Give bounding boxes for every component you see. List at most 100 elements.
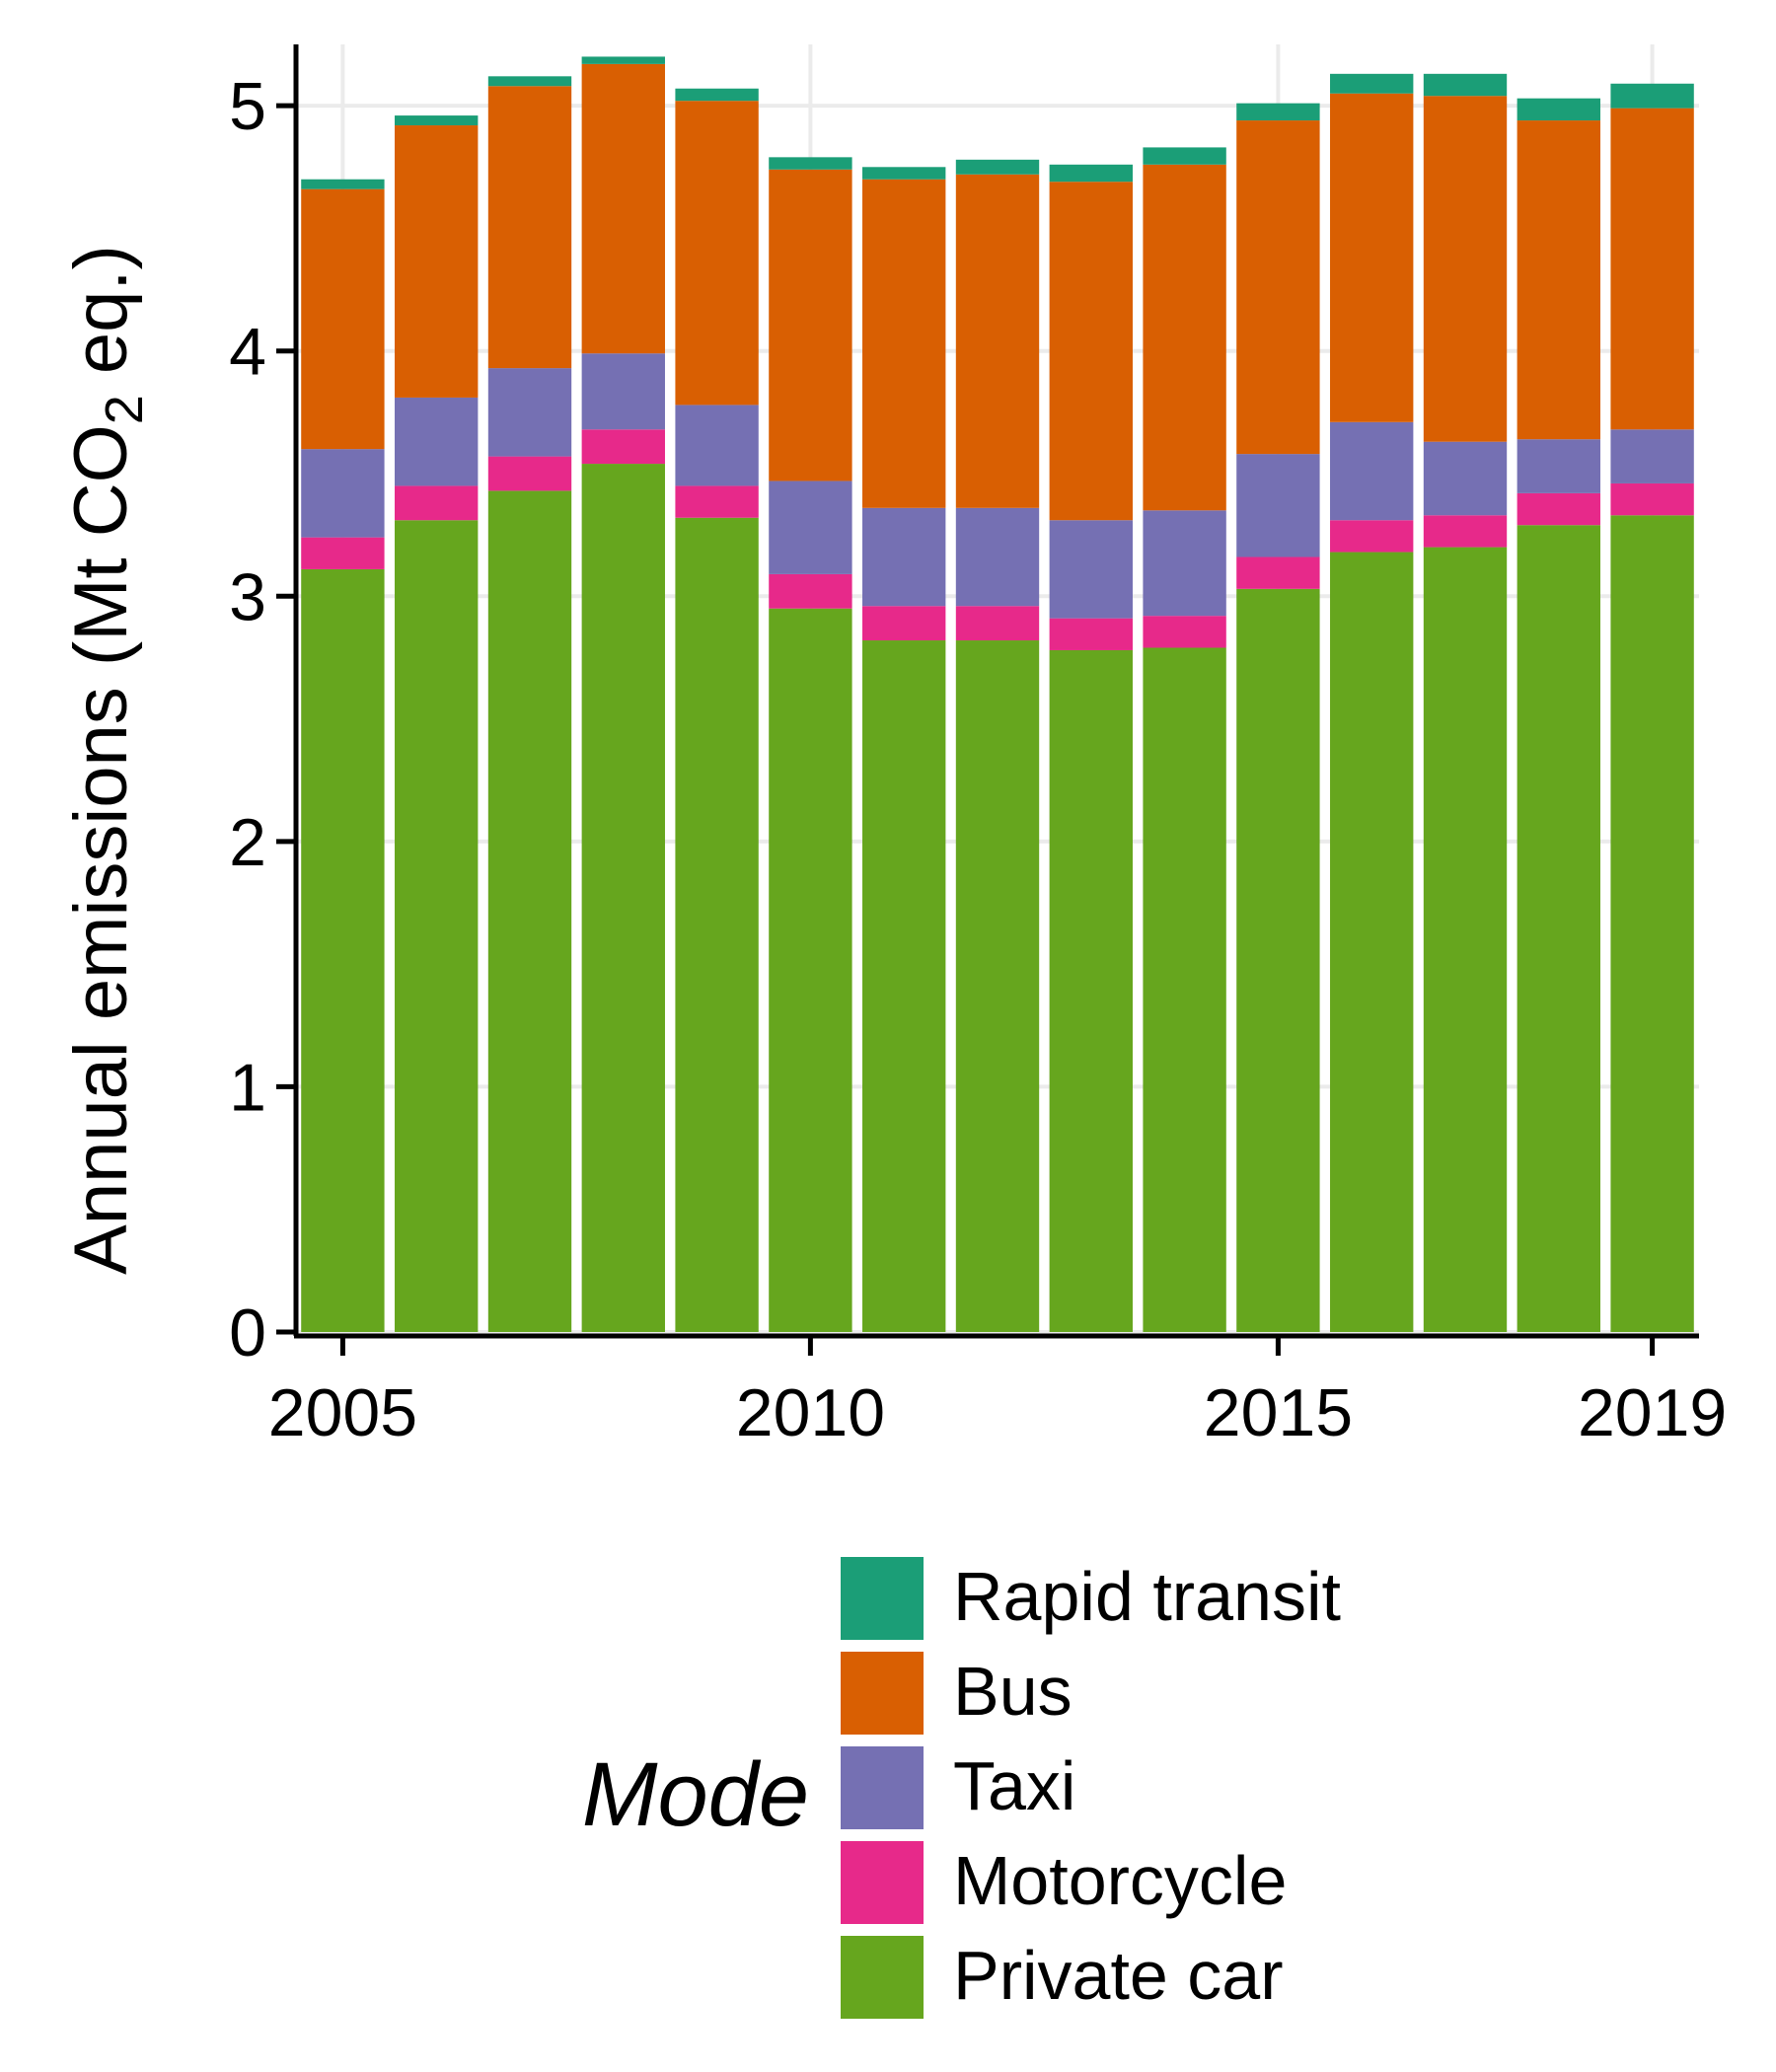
bar-segment bbox=[1423, 96, 1508, 442]
bar-segment bbox=[1610, 515, 1694, 1332]
x-axis-ticks: 2005 2010 2015 2019 bbox=[268, 1336, 1727, 1450]
bar-segment bbox=[1423, 441, 1508, 516]
bar-segment bbox=[1049, 164, 1133, 183]
bar-segment bbox=[1610, 83, 1694, 109]
bar-segment bbox=[487, 490, 572, 1332]
legend-label: Private car bbox=[953, 1937, 1284, 2014]
bar-segment bbox=[1517, 98, 1600, 121]
bar-segment bbox=[301, 188, 385, 450]
bar-segment bbox=[769, 169, 852, 481]
bar-segment bbox=[1236, 556, 1320, 589]
bar-segment bbox=[301, 179, 385, 189]
y-tick-label: 0 bbox=[229, 1295, 266, 1370]
bar-segment bbox=[955, 159, 1040, 175]
y-tick-label: 4 bbox=[229, 315, 266, 390]
bar-segment bbox=[1236, 454, 1320, 557]
legend-key bbox=[841, 1652, 924, 1735]
x-tick-label: 2010 bbox=[736, 1375, 885, 1450]
bar-segment bbox=[487, 368, 572, 457]
bar-segment bbox=[1143, 510, 1226, 617]
bar-segment bbox=[581, 353, 665, 430]
bar-segment bbox=[1236, 103, 1320, 121]
bar-segment bbox=[1610, 108, 1694, 430]
bar-segment bbox=[1049, 520, 1133, 619]
bar-segment bbox=[1143, 164, 1226, 511]
bar-segment bbox=[1517, 492, 1600, 526]
bar-segment bbox=[1143, 647, 1226, 1332]
y-tick-label: 5 bbox=[229, 69, 266, 144]
y-tick-label: 3 bbox=[229, 559, 266, 634]
legend-key bbox=[841, 1841, 924, 1924]
legend-key bbox=[841, 1746, 924, 1829]
bar-segment bbox=[1049, 618, 1133, 650]
bar-segment bbox=[581, 56, 665, 64]
bar-segment bbox=[395, 485, 479, 521]
bar-segment bbox=[581, 429, 665, 465]
bar-segment bbox=[955, 640, 1040, 1332]
bar-segment bbox=[301, 449, 385, 538]
bar-segment bbox=[487, 76, 572, 87]
x-tick-label: 2005 bbox=[268, 1375, 417, 1450]
y-tick-label: 2 bbox=[229, 805, 266, 880]
legend-title: Mode bbox=[582, 1744, 809, 1845]
bar-segment bbox=[675, 88, 759, 102]
bar-segment bbox=[769, 573, 852, 609]
bar-segment bbox=[395, 115, 479, 126]
bar-segment bbox=[862, 606, 946, 641]
legend-key bbox=[841, 1936, 924, 2019]
bar-segment bbox=[955, 606, 1040, 641]
bar-segment bbox=[1517, 439, 1600, 493]
bar-segment bbox=[1517, 120, 1600, 440]
bar-segment bbox=[1330, 520, 1414, 553]
x-tick-label: 2019 bbox=[1578, 1375, 1727, 1450]
legend-key bbox=[841, 1557, 924, 1640]
bar-segment bbox=[301, 537, 385, 569]
bar-segment bbox=[862, 179, 946, 508]
bar-segment bbox=[1049, 182, 1133, 521]
bar-segment bbox=[1143, 616, 1226, 648]
bar-segment bbox=[395, 125, 479, 398]
bar-segment bbox=[301, 568, 385, 1332]
y-tick-label: 1 bbox=[229, 1050, 266, 1125]
bar-segment bbox=[1330, 73, 1414, 94]
bar-segment bbox=[487, 456, 572, 491]
bar-segment bbox=[1049, 649, 1133, 1332]
bar-segment bbox=[675, 517, 759, 1332]
bar-segment bbox=[395, 397, 479, 486]
bar-segment bbox=[675, 101, 759, 406]
bar-segment bbox=[1330, 552, 1414, 1332]
legend-label: Motorcycle bbox=[953, 1842, 1287, 1919]
bar-segment bbox=[1610, 482, 1694, 516]
bar-segment bbox=[862, 640, 946, 1332]
bar-segment bbox=[1236, 120, 1320, 455]
legend: Mode Rapid transit Bus Taxi Motorcycle Priva… bbox=[582, 1557, 1341, 2019]
y-axis-title-suffix: eq.) bbox=[59, 245, 143, 395]
bar-segment bbox=[1610, 429, 1694, 483]
bar-segment bbox=[769, 608, 852, 1332]
bar-segment bbox=[675, 485, 759, 518]
y-axis-title-subscript: 2 bbox=[95, 395, 154, 424]
bar-segment bbox=[1423, 547, 1508, 1332]
y-axis-title-main: Annual emissions (Mt CO bbox=[59, 424, 143, 1275]
bar-segment bbox=[395, 520, 479, 1332]
bar-segment bbox=[862, 167, 946, 180]
y-axis-ticks: 0 1 2 3 4 5 bbox=[229, 69, 296, 1370]
axes bbox=[293, 44, 1699, 1339]
bar-segment bbox=[1330, 93, 1414, 422]
bar-segment bbox=[769, 481, 852, 574]
legend-label: Rapid transit bbox=[953, 1558, 1341, 1635]
y-axis-title: Annual emissions (Mt CO2 eq.) bbox=[59, 245, 154, 1275]
bar-segment bbox=[581, 464, 665, 1332]
stacked-bars bbox=[301, 56, 1694, 1332]
bar-segment bbox=[769, 157, 852, 170]
bar-segment bbox=[1143, 147, 1226, 165]
bar-segment bbox=[675, 405, 759, 486]
bar-segment bbox=[1236, 588, 1320, 1332]
bar-segment bbox=[1330, 421, 1414, 521]
bar-segment bbox=[955, 174, 1040, 508]
bar-segment bbox=[1423, 515, 1508, 548]
legend-label: Bus bbox=[953, 1653, 1073, 1730]
x-tick-label: 2015 bbox=[1204, 1375, 1353, 1450]
bar-segment bbox=[955, 507, 1040, 607]
